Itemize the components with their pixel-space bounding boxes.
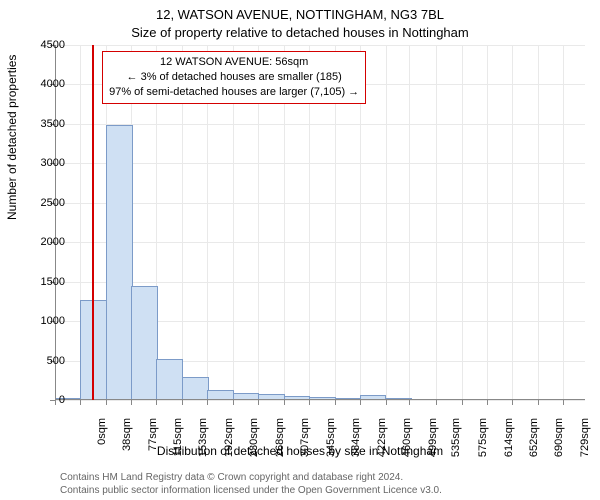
gridline-v (462, 45, 463, 400)
x-tick-mark (512, 400, 513, 405)
y-tick-label: 500 (25, 355, 65, 367)
gridline-v (409, 45, 410, 400)
x-tick-mark (360, 400, 361, 405)
gridline-v (487, 45, 488, 400)
marker-annotation: 12 WATSON AVENUE: 56sqm← 3% of detached … (102, 51, 366, 104)
histogram-bar (182, 377, 209, 400)
gridline-h (55, 45, 585, 46)
attribution-line1: Contains HM Land Registry data © Crown c… (60, 472, 403, 483)
x-axis-line (55, 399, 585, 400)
gridline-h (55, 203, 585, 204)
y-tick-label: 1500 (25, 276, 65, 288)
x-tick-label: 268sqm (274, 418, 286, 468)
gridline-v (436, 45, 437, 400)
y-tick-label: 2000 (25, 236, 65, 248)
x-tick-label: 535sqm (450, 418, 462, 468)
x-tick-label: 690sqm (553, 418, 565, 468)
x-tick-mark (487, 400, 488, 405)
y-axis-label: Number of detached properties (5, 55, 19, 220)
x-tick-mark (563, 400, 564, 405)
annotation-line: 12 WATSON AVENUE: 56sqm (109, 55, 359, 70)
y-tick-label: 3000 (25, 157, 65, 169)
x-tick-mark (436, 400, 437, 405)
x-tick-mark (182, 400, 183, 405)
x-tick-label: 422sqm (376, 418, 388, 468)
x-tick-mark (309, 400, 310, 405)
x-tick-mark (258, 400, 259, 405)
gridline-v (563, 45, 564, 400)
y-tick-label: 1000 (25, 315, 65, 327)
gridline-v (386, 45, 387, 400)
x-tick-label: 0sqm (96, 418, 108, 468)
chart-title: 12, WATSON AVENUE, NOTTINGHAM, NG3 7BL S… (0, 0, 600, 41)
y-axis-line (55, 45, 56, 400)
x-tick-label: 192sqm (223, 418, 235, 468)
x-tick-label: 460sqm (401, 418, 413, 468)
y-tick-label: 4500 (25, 39, 65, 51)
x-tick-mark (335, 400, 336, 405)
annotation-line: ← 3% of detached houses are smaller (185… (109, 70, 359, 85)
x-tick-label: 307sqm (299, 418, 311, 468)
annotation-line: 97% of semi-detached houses are larger (… (109, 85, 359, 100)
gridline-v (512, 45, 513, 400)
x-tick-label: 652sqm (528, 418, 540, 468)
x-tick-mark (538, 400, 539, 405)
x-tick-label: 230sqm (248, 418, 260, 468)
x-tick-label: 575sqm (477, 418, 489, 468)
x-tick-label: 614sqm (503, 418, 515, 468)
x-tick-mark (207, 400, 208, 405)
y-tick-label: 2500 (25, 197, 65, 209)
marker-line (92, 45, 94, 400)
gridline-h (55, 163, 585, 164)
y-tick-label: 4000 (25, 78, 65, 90)
attribution-line2: Contains public sector information licen… (60, 485, 442, 496)
x-tick-mark (233, 400, 234, 405)
x-tick-label: 499sqm (427, 418, 439, 468)
x-tick-label: 345sqm (325, 418, 337, 468)
gridline-h (55, 242, 585, 243)
y-tick-label: 3500 (25, 118, 65, 130)
gridline-v (538, 45, 539, 400)
y-tick-label: 0 (25, 394, 65, 406)
x-tick-label: 115sqm (172, 418, 184, 468)
title-address: 12, WATSON AVENUE, NOTTINGHAM, NG3 7BL (156, 7, 444, 22)
x-tick-mark (106, 400, 107, 405)
gridline-h (55, 124, 585, 125)
histogram-bar (106, 125, 133, 400)
x-tick-label: 38sqm (121, 418, 133, 468)
x-tick-label: 77sqm (147, 418, 159, 468)
x-tick-mark (284, 400, 285, 405)
x-tick-mark (131, 400, 132, 405)
x-tick-mark (386, 400, 387, 405)
gridline-h (55, 400, 585, 401)
x-tick-mark (80, 400, 81, 405)
x-tick-label: 729sqm (579, 418, 591, 468)
x-tick-label: 384sqm (350, 418, 362, 468)
x-tick-label: 153sqm (197, 418, 209, 468)
gridline-h (55, 282, 585, 283)
histogram-bar (131, 286, 158, 400)
x-tick-mark (156, 400, 157, 405)
attribution-text: Contains HM Land Registry data © Crown c… (60, 472, 442, 497)
title-subtitle: Size of property relative to detached ho… (131, 25, 468, 40)
x-tick-mark (409, 400, 410, 405)
plot-area: 12 WATSON AVENUE: 56sqm← 3% of detached … (55, 45, 585, 400)
histogram-bar (156, 359, 183, 400)
x-tick-mark (462, 400, 463, 405)
